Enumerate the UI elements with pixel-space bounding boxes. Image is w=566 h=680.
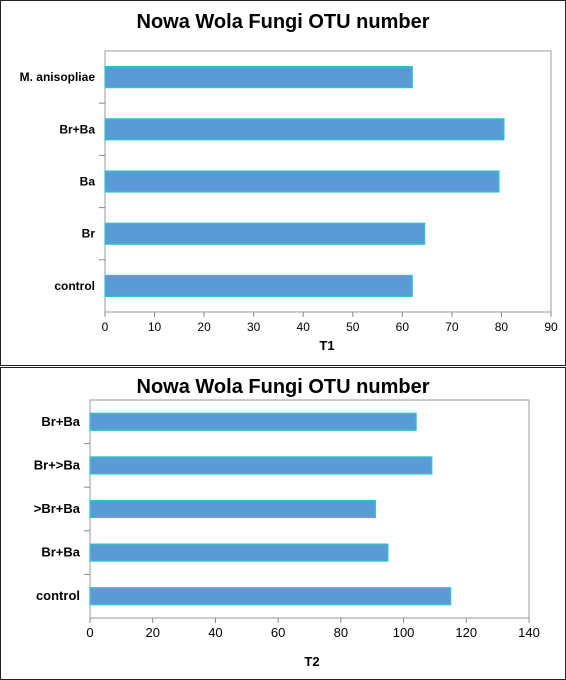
x-axis-label: T1 [319, 338, 334, 353]
chart-panel-t1: Nowa Wola Fungi OTU number control Br Ba Br… [0, 0, 566, 366]
x-tick-label: 10 [148, 320, 162, 334]
x-tick-label: 0 [86, 625, 93, 640]
bar [89, 587, 452, 606]
x-tick-label: 120 [455, 625, 477, 640]
y-tick-label: Br+>Ba [34, 457, 81, 472]
y-tick-label: M. anisopliae [20, 70, 96, 84]
y-tick-label: Br+Ba [59, 122, 95, 136]
x-tick-label: 30 [247, 320, 261, 334]
bar [89, 499, 376, 519]
x-tick-label: 60 [396, 320, 410, 334]
bar [89, 543, 389, 562]
x-tick-label: 100 [393, 625, 415, 640]
x-tick-label: 90 [544, 320, 558, 334]
bar [104, 118, 505, 141]
bar-chart-t1: control Br Ba Br+Ba M. anisopliae 0 10 20 30 40 50… [20, 50, 558, 353]
x-tick-label: 20 [145, 625, 159, 640]
x-tick-label: 80 [334, 625, 348, 640]
bar [104, 274, 413, 297]
bar [89, 412, 417, 431]
y-tick-label: Ba [80, 175, 96, 189]
x-tick-label: 80 [495, 320, 509, 334]
y-tick-label: Br+Ba [41, 545, 80, 560]
bar [104, 222, 426, 245]
chart-title: Nowa Wola Fungi OTU number [136, 11, 430, 33]
x-tick-label: 20 [197, 320, 211, 334]
x-tick-label: 40 [208, 625, 222, 640]
x-tick-label: 140 [518, 625, 540, 640]
y-tick-label: >Br+Ba [34, 501, 81, 516]
chart-panel-t2: Nowa Wola Fungi OTU number control Br+Ba >… [0, 367, 566, 680]
y-tick-label: Br [82, 227, 96, 241]
bar [89, 456, 433, 475]
x-tick-label: 70 [445, 320, 459, 334]
x-tick-label: 60 [271, 625, 285, 640]
y-tick-label: control [36, 588, 80, 603]
x-tick-label: 0 [102, 320, 109, 334]
bar [104, 65, 413, 89]
x-axis-label: T2 [304, 654, 319, 669]
bar-chart-t2: control Br+Ba >Br+Ba Br+>Ba Br+Ba 0 20 40 60 80 10… [34, 399, 540, 669]
chart-title: Nowa Wola Fungi OTU number [136, 376, 430, 398]
y-tick-label: control [54, 279, 95, 293]
x-tick-label: 50 [346, 320, 360, 334]
bar [104, 170, 500, 193]
y-tick-label: Br+Ba [41, 414, 80, 429]
x-tick-label: 40 [297, 320, 311, 334]
